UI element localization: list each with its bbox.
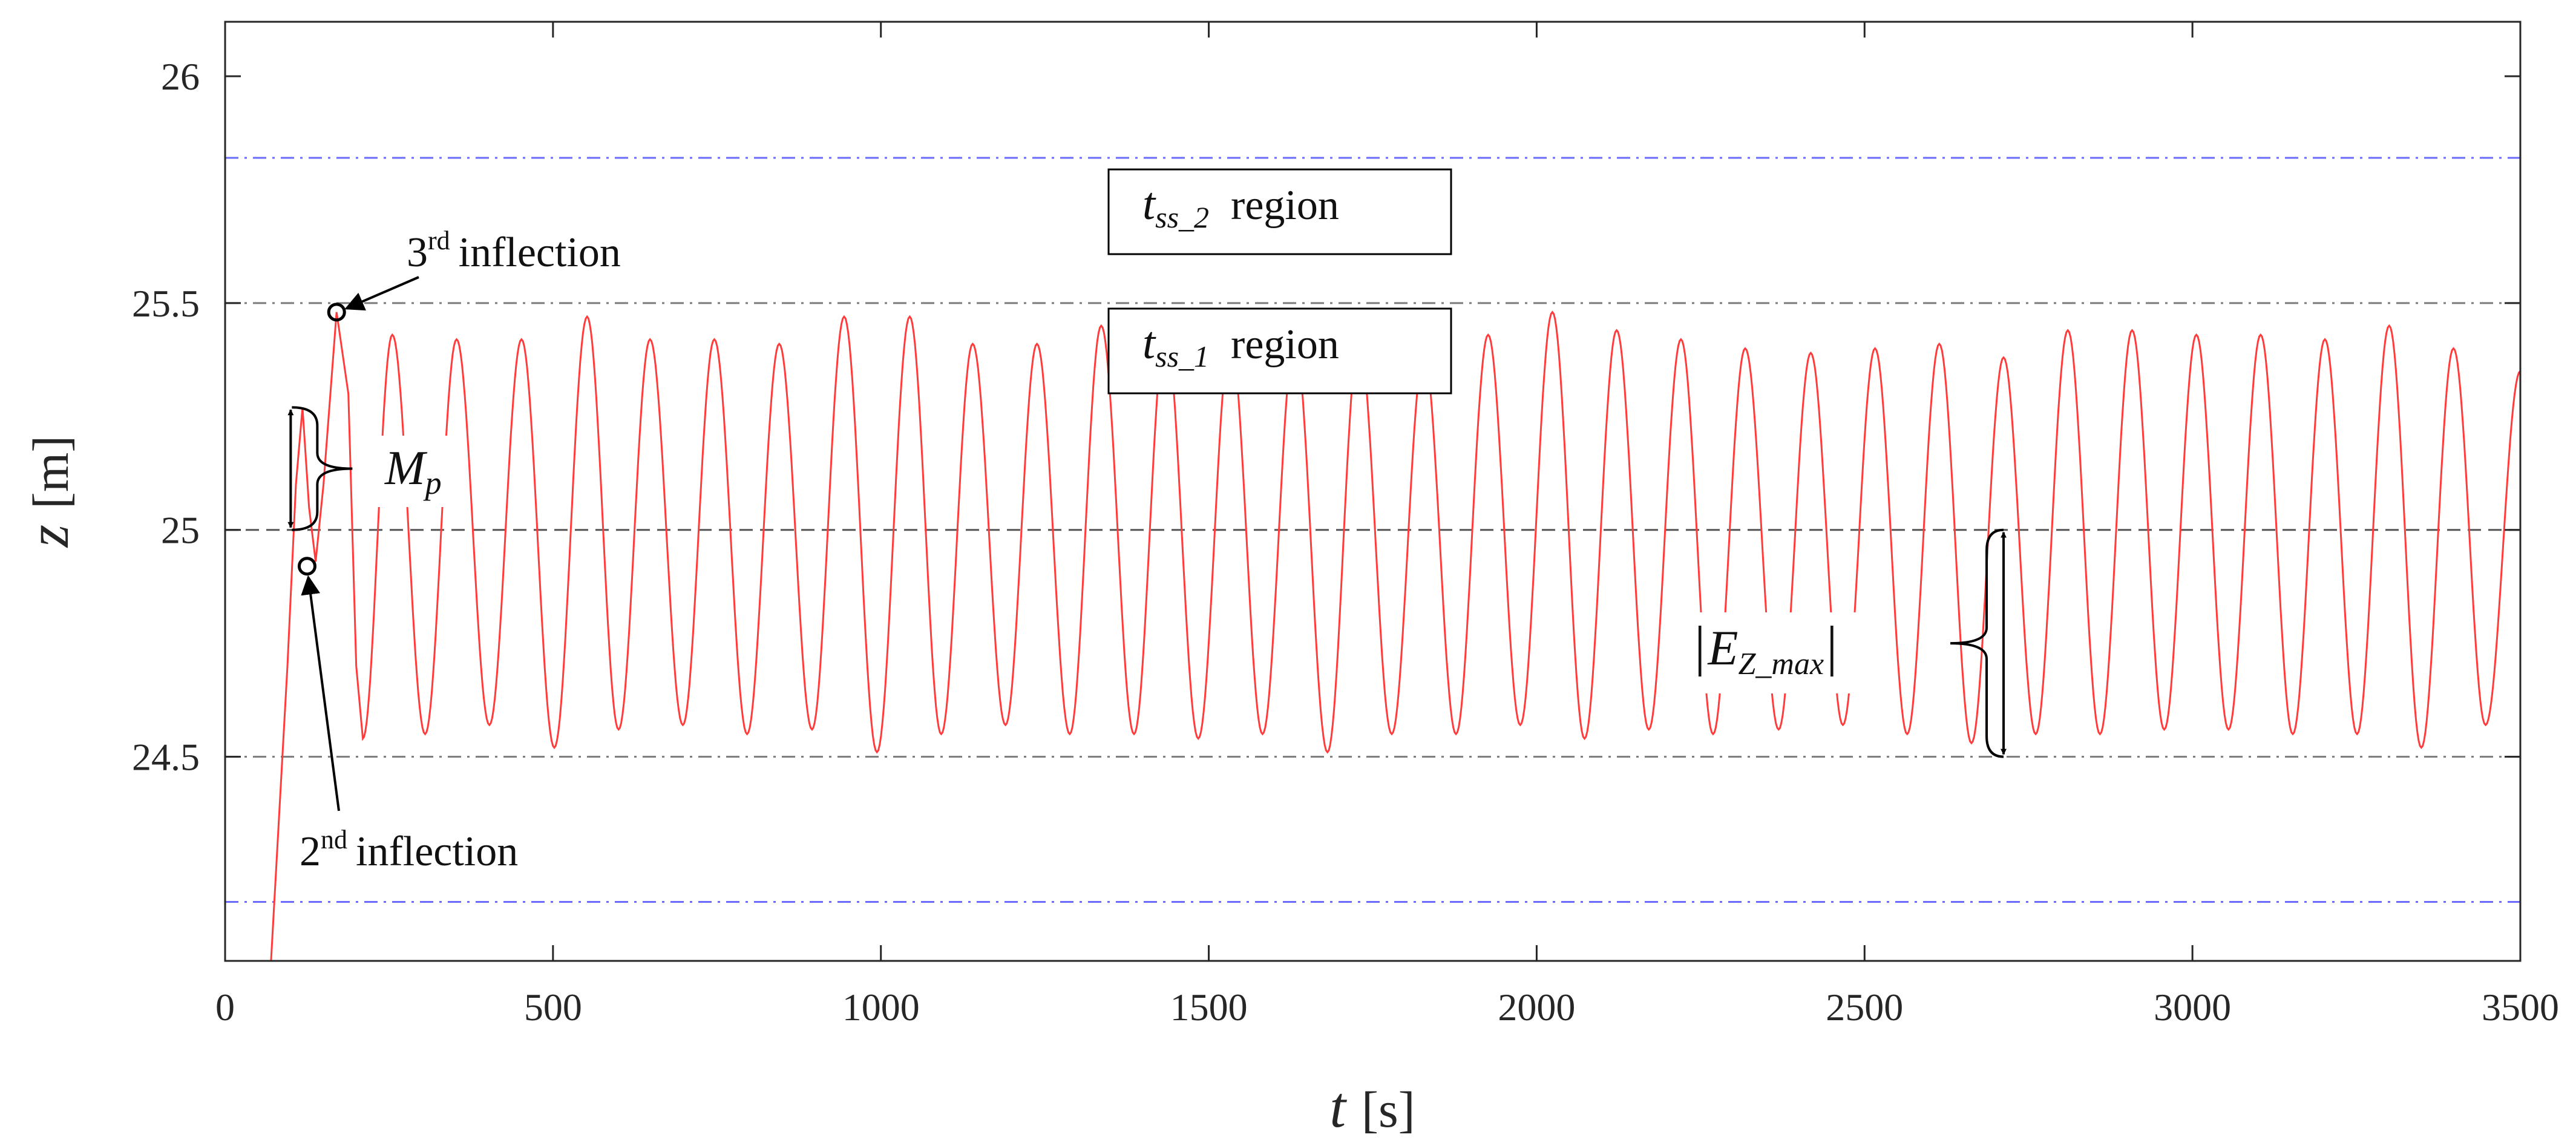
series-layer — [270, 310, 2520, 961]
region2-sub: ss_2 — [1155, 200, 1209, 234]
region1-box: tss_1 region — [1107, 307, 1452, 395]
overshoot-brace — [292, 406, 353, 531]
second-inflection-label: 2nd inflection — [300, 825, 518, 875]
x-axis-unit: [s] — [1362, 1082, 1415, 1138]
max-error-annotation: |EZ_max| — [1689, 528, 2007, 758]
second-inflection-marker — [297, 557, 316, 576]
region2-box: tss_2 region — [1107, 168, 1452, 255]
y-axis-label: z [m] — [16, 436, 80, 549]
x-axis-label: t [s] — [1329, 1075, 1415, 1139]
region1-text: region — [1231, 321, 1339, 368]
max-error-label: |EZ_max| — [1694, 615, 1838, 681]
third-inflection-annotation: 3rd inflection — [327, 226, 621, 322]
y-tick-label: 24.5 — [132, 736, 200, 779]
second-inflection-annotation: 2nd inflection — [297, 557, 518, 875]
max-error-label-bg — [1689, 612, 1887, 693]
series-line — [270, 310, 2520, 961]
region2-text: region — [1231, 182, 1339, 229]
y-axis-unit: [m] — [23, 436, 79, 509]
third-inflection-marker — [327, 303, 346, 322]
tick-labels: 0 500 1000 1500 2000 2500 3000 3500 24.5 25 25.5 26 — [132, 55, 2559, 1029]
y-tick-label: 25.5 — [132, 282, 200, 325]
y-tick-label: 26 — [161, 55, 200, 98]
region2-var: t — [1142, 179, 1156, 229]
third-inflection-label: 3rd inflection — [407, 226, 621, 276]
x-tick-label: 1500 — [1170, 986, 1248, 1029]
x-tick-label: 3000 — [2154, 986, 2231, 1029]
x-tick-label: 3500 — [2482, 986, 2559, 1029]
x-tick-label: 0 — [215, 986, 235, 1029]
y-tick-label: 25 — [161, 509, 200, 552]
plot-frame — [224, 21, 2522, 962]
overshoot-label: Mp — [384, 442, 442, 501]
x-tick-label: 2000 — [1498, 986, 1575, 1029]
overshoot-annotation: Mp — [287, 406, 453, 531]
y-axis-var: z — [16, 525, 80, 548]
region1-sub: ss_1 — [1155, 339, 1209, 373]
reference-lines — [225, 157, 2520, 903]
axis-ticks — [224, 22, 2522, 961]
x-tick-label: 2500 — [1826, 986, 1903, 1029]
x-tick-label: 1000 — [842, 986, 920, 1029]
second-inflection-arrow — [301, 575, 340, 811]
region1-var: t — [1142, 318, 1156, 369]
x-axis-var: t — [1329, 1075, 1347, 1139]
overshoot-label-bg — [362, 436, 453, 507]
third-inflection-arrow — [344, 276, 419, 311]
x-tick-label: 500 — [524, 986, 582, 1029]
